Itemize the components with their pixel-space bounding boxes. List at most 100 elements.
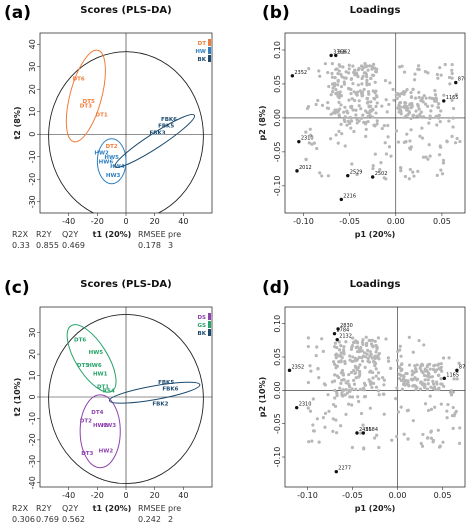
loading-point bbox=[306, 336, 310, 340]
loading-point bbox=[382, 378, 387, 382]
x-tick-label: 0.05 bbox=[434, 491, 452, 500]
loading-point bbox=[395, 386, 399, 390]
loading-point bbox=[455, 136, 459, 141]
loading-point bbox=[422, 93, 426, 98]
highlight-point bbox=[335, 337, 339, 342]
loading-point bbox=[364, 134, 368, 138]
loading-point bbox=[419, 380, 423, 384]
loading-point bbox=[342, 80, 346, 84]
highlight-point bbox=[442, 376, 446, 381]
loading-point bbox=[395, 91, 399, 96]
loading-point bbox=[317, 69, 321, 73]
loading-point bbox=[337, 340, 341, 344]
loading-point bbox=[337, 69, 341, 73]
loading-point bbox=[371, 359, 376, 364]
loading-point bbox=[439, 377, 443, 381]
loading-point bbox=[307, 141, 311, 145]
panel-letter: (c) bbox=[4, 278, 30, 298]
loading-point bbox=[316, 98, 320, 103]
highlight-point bbox=[454, 80, 458, 85]
sample-label: DT2 bbox=[106, 144, 118, 150]
loading-point bbox=[448, 82, 452, 86]
y-tick-label: 40 bbox=[28, 39, 37, 49]
loading-point bbox=[367, 360, 372, 364]
loading-point bbox=[321, 349, 325, 353]
sample-label: DT5 bbox=[77, 363, 89, 369]
loading-point bbox=[429, 407, 433, 411]
loading-point bbox=[431, 438, 436, 443]
loading-point bbox=[371, 107, 375, 111]
loading-point bbox=[361, 423, 365, 427]
highlight-label: 1165 bbox=[446, 95, 459, 101]
loading-point bbox=[369, 100, 373, 104]
loading-point bbox=[348, 358, 352, 362]
loading-point bbox=[450, 68, 454, 72]
loading-point bbox=[421, 432, 425, 437]
loading-point bbox=[375, 101, 379, 105]
stats-value: 0.469 bbox=[62, 241, 85, 250]
loading-point bbox=[334, 353, 338, 357]
loading-point bbox=[365, 75, 369, 79]
loading-point bbox=[361, 113, 365, 117]
loading-point bbox=[411, 419, 415, 423]
loading-point bbox=[418, 115, 422, 119]
loading-point bbox=[409, 145, 413, 149]
loading-point bbox=[332, 360, 336, 364]
loading-point bbox=[398, 100, 403, 105]
x-tick-label: 0.00 bbox=[387, 217, 405, 226]
loading-point bbox=[315, 417, 319, 421]
loading-point bbox=[336, 72, 340, 76]
loading-point bbox=[350, 162, 354, 166]
loading-point bbox=[368, 64, 372, 68]
loading-point bbox=[426, 382, 430, 386]
loading-point bbox=[368, 406, 372, 410]
loading-point bbox=[429, 109, 433, 113]
loading-point bbox=[387, 145, 392, 149]
loading-point bbox=[375, 67, 379, 71]
loading-point bbox=[343, 361, 347, 366]
loading-point bbox=[408, 139, 412, 143]
loading-point bbox=[334, 88, 338, 92]
highlight-point bbox=[290, 74, 295, 78]
loading-point bbox=[342, 110, 346, 114]
highlight-point bbox=[295, 169, 299, 173]
panel-title: Scores (PLS-DA) bbox=[80, 5, 171, 16]
loading-point bbox=[409, 128, 413, 132]
loading-point bbox=[412, 113, 416, 117]
loading-point bbox=[315, 345, 319, 349]
loading-point bbox=[355, 345, 360, 349]
loading-point bbox=[374, 69, 378, 74]
loading-point bbox=[398, 348, 402, 352]
loading-point bbox=[374, 104, 378, 109]
loading-point bbox=[355, 121, 359, 125]
loading-point bbox=[336, 78, 340, 82]
loading-point bbox=[349, 92, 353, 96]
loading-point bbox=[347, 402, 351, 406]
loading-point bbox=[374, 111, 378, 115]
loading-point bbox=[307, 67, 311, 71]
loading-point bbox=[317, 440, 321, 444]
loading-point bbox=[353, 356, 357, 360]
group-ellipse-bk bbox=[114, 114, 196, 168]
loading-point bbox=[329, 137, 333, 141]
loading-point bbox=[326, 393, 330, 397]
loading-point bbox=[365, 81, 369, 85]
loading-point bbox=[371, 345, 375, 349]
loading-point bbox=[365, 111, 369, 115]
legend-label: GS bbox=[198, 323, 207, 329]
loading-point bbox=[358, 387, 362, 391]
loading-point bbox=[439, 73, 443, 77]
loading-point bbox=[356, 83, 360, 87]
x-tick-label: -40 bbox=[62, 217, 75, 226]
stats-header: R2X bbox=[12, 230, 29, 239]
highlight-label: 2132 bbox=[339, 334, 352, 340]
highlight-label: 2310 bbox=[301, 136, 314, 142]
loading-point bbox=[435, 173, 439, 178]
loading-point bbox=[376, 389, 380, 393]
loading-point bbox=[308, 409, 313, 413]
loading-point bbox=[458, 426, 462, 430]
loading-point bbox=[351, 336, 355, 340]
loading-point bbox=[348, 389, 352, 394]
loading-point bbox=[420, 136, 425, 140]
